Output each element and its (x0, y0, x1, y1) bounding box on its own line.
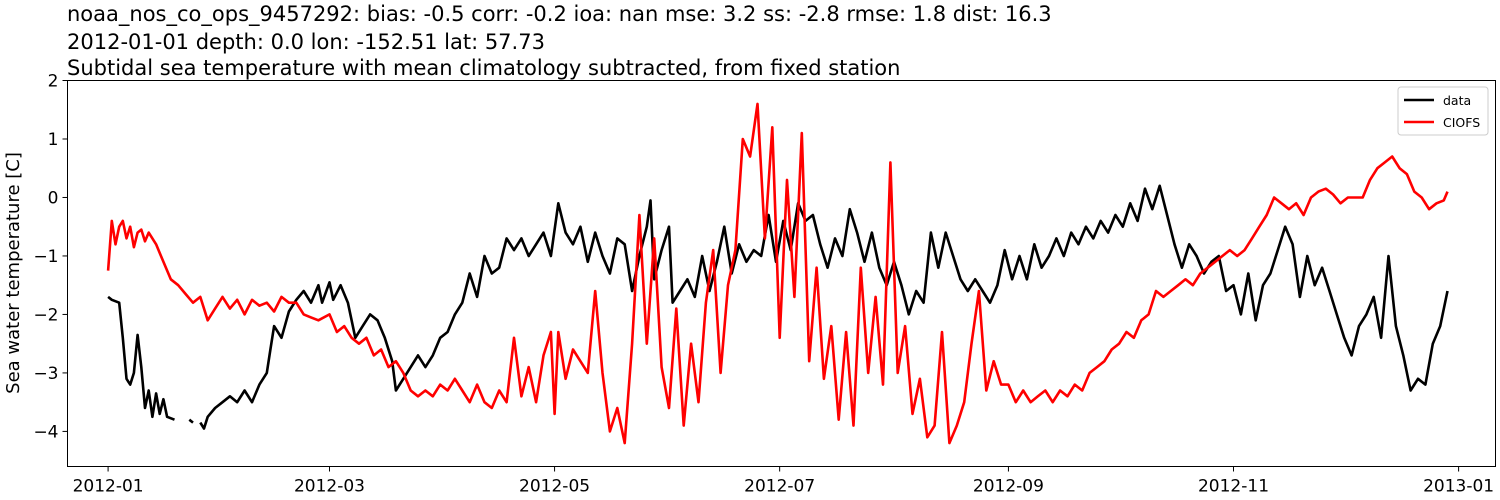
plot-frame (67, 80, 1496, 467)
title-stats-line: noaa_nos_co_ops_9457292: bias: -0.5 corr… (67, 2, 1052, 27)
y-tick-label: 2 (48, 72, 59, 92)
y-tick-label: 0 (48, 188, 59, 208)
y-tick-label: −2 (33, 305, 58, 325)
y-tick-label: −1 (33, 247, 58, 267)
x-tick-label: 2012-11 (1198, 477, 1269, 497)
series-line-ciofs (106, 102, 1449, 445)
legend: data CIOFS (1397, 86, 1489, 136)
x-tick-label: 2013-01 (1423, 477, 1494, 497)
legend-label-ciofs: CIOFS (1443, 115, 1480, 130)
x-tick-label: 2012-05 (519, 477, 590, 497)
x-axis: 2012-01 2012-03 2012-05 2012-07 2012-09 2012-… (73, 466, 1494, 497)
x-tick-label: 2012-09 (973, 477, 1044, 497)
title-location-line: 2012-01-01 depth: 0.0 lon: -152.51 lat: … (67, 30, 545, 54)
chart-title: noaa_nos_co_ops_9457292: bias: -0.5 corr… (67, 2, 1052, 80)
title-description-line: Subtidal sea temperature with mean clima… (67, 56, 900, 80)
x-tick-label: 2012-07 (744, 477, 815, 497)
y-tick-label: 1 (48, 130, 59, 150)
series-lines (106, 102, 1449, 445)
x-tick-label: 2012-01 (73, 477, 144, 497)
x-tick-label: 2012-03 (294, 477, 365, 497)
y-tick-label: −3 (33, 364, 58, 384)
y-axis-label: Sea water temperature [C] (3, 152, 24, 394)
y-tick-label: −4 (33, 422, 58, 442)
y-axis: −4 −3 −2 −1 0 1 2 (33, 72, 68, 442)
legend-label-data: data (1443, 93, 1471, 108)
